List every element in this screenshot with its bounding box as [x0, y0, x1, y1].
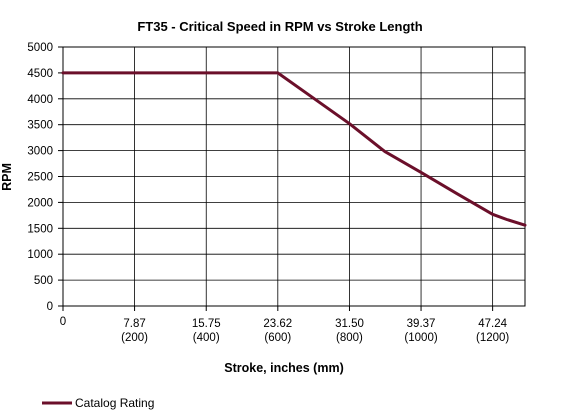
- y-tick-label: 2500: [27, 172, 53, 184]
- x-tick-label: 31.50: [335, 318, 364, 330]
- x-tick-label: 15.75: [192, 318, 221, 330]
- y-tick-label: 4000: [27, 94, 53, 106]
- y-tick-label: 5000: [27, 42, 53, 54]
- chart-title: FT35 - Critical Speed in RPM vs Stroke L…: [137, 19, 422, 34]
- x-tick-sublabel: (600): [264, 332, 291, 344]
- x-tick-label: 23.62: [263, 318, 292, 330]
- legend: Catalog Rating: [42, 396, 154, 410]
- y-tick-label: 4500: [27, 68, 53, 80]
- y-tick-label: 3500: [27, 120, 53, 132]
- y-tick-label: 1000: [27, 249, 53, 261]
- y-axis-ticks: 0 500 1000 1500 2000 2500 3000 3500 4000 4500 5000: [27, 42, 63, 313]
- x-tick-sublabel: (800): [336, 332, 363, 344]
- y-tick-label: 0: [47, 301, 53, 313]
- y-axis-label: RPM: [0, 163, 14, 191]
- x-tick-sublabel: (1200): [476, 332, 509, 344]
- y-tick-label: 500: [34, 275, 53, 287]
- x-axis-ticks: 0 7.87 (200) 15.75 (400) 23.62 (600) 31.50 (800)…: [60, 306, 509, 344]
- x-tick-sublabel: (400): [193, 332, 220, 344]
- y-tick-label: 3000: [27, 146, 53, 158]
- x-tick-sublabel: (1000): [404, 332, 437, 344]
- y-tick-label: 2000: [27, 197, 53, 209]
- x-tick-label: 47.24: [478, 318, 507, 330]
- x-tick-sublabel: (200): [121, 332, 148, 344]
- x-tick-label: 0: [60, 316, 66, 328]
- series-line-catalog-rating: [61, 71, 527, 227]
- legend-label-catalog-rating: Catalog Rating: [75, 396, 154, 410]
- series-layer: [61, 71, 527, 227]
- x-tick-label: 39.37: [407, 318, 436, 330]
- y-tick-label: 1500: [27, 223, 53, 235]
- x-tick-label: 7.87: [123, 318, 145, 330]
- x-axis-label: Stroke, inches (mm): [224, 361, 343, 375]
